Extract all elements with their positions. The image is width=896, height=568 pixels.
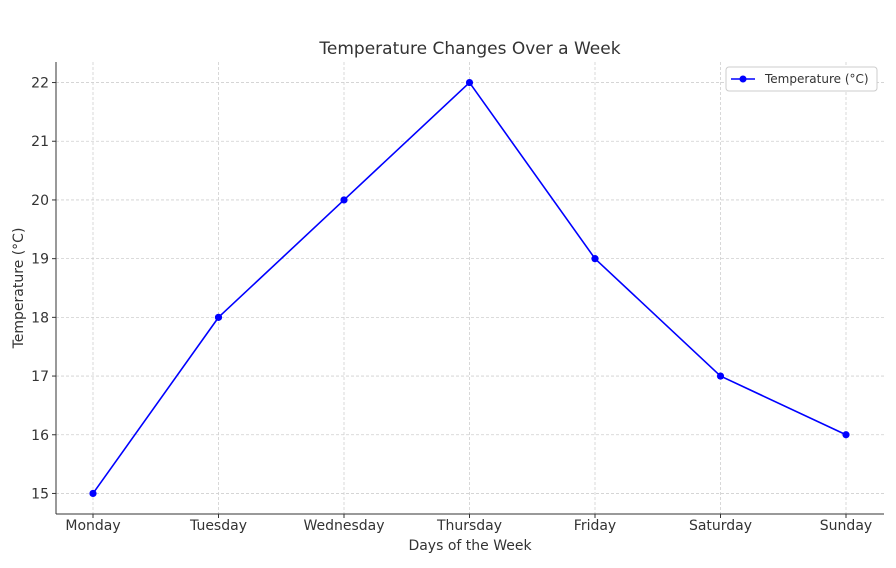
axes xyxy=(55,62,884,515)
data-point xyxy=(591,255,599,263)
x-tick-label: Friday xyxy=(574,518,616,534)
data-point xyxy=(842,431,850,439)
x-tick-label: Thursday xyxy=(436,518,502,534)
x-axis-title: Days of the Week xyxy=(408,538,532,554)
x-tick-label: Sunday xyxy=(820,518,872,534)
legend-frame xyxy=(725,66,878,92)
x-tick-label: Saturday xyxy=(689,518,752,534)
x-tick-label: Wednesday xyxy=(303,518,384,534)
y-tick-label: 16 xyxy=(31,428,49,444)
legend-marker-sample xyxy=(739,75,747,83)
data-point xyxy=(340,196,348,204)
y-axis-title: Temperature (°C) xyxy=(11,228,27,350)
legend-label: Temperature (°C) xyxy=(764,72,869,86)
data-point xyxy=(716,372,725,380)
x-tick-label: Tuesday xyxy=(189,518,247,534)
y-tick-label: 19 xyxy=(31,252,49,268)
y-tick-label: 21 xyxy=(31,134,49,150)
data-point xyxy=(89,489,97,498)
chart-title: Temperature Changes Over a Week xyxy=(318,39,620,59)
y-tick-label: 17 xyxy=(31,369,49,385)
y-tick-label: 20 xyxy=(31,193,49,209)
data-point xyxy=(465,78,474,87)
y-tick-label: 18 xyxy=(31,310,49,326)
series xyxy=(89,78,850,498)
tick-labels: Monday Tuesday Wednesday Thursday Friday Satu… xyxy=(31,76,872,534)
x-tick-label: Monday xyxy=(65,518,120,534)
legend: Temperature (°C) xyxy=(725,66,878,92)
y-tick-label: 22 xyxy=(31,76,49,92)
data-point xyxy=(214,313,223,321)
y-tick-label: 15 xyxy=(31,486,49,502)
grid xyxy=(56,62,884,514)
